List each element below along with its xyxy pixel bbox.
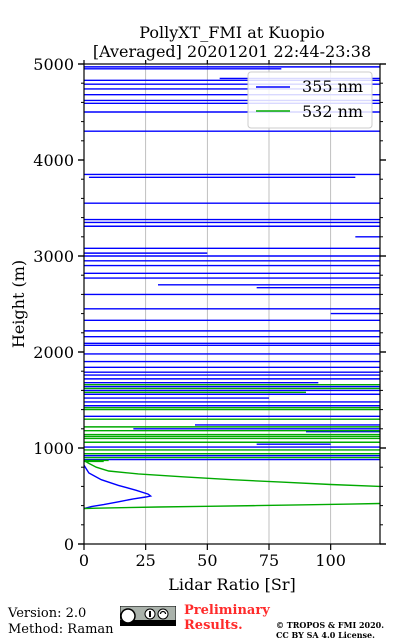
- x-tick-label-25: 25: [135, 551, 155, 570]
- legend-label-355: 355 nm: [302, 77, 363, 96]
- lidar-ratio-chart: PollyXT_FMI at Kuopio [Averaged] 2020120…: [9, 23, 386, 594]
- preliminary-line1: Preliminary: [184, 603, 270, 618]
- preliminary-line2: Results.: [184, 618, 243, 633]
- method-text: Method: Raman: [8, 622, 114, 637]
- copyright-note: © TROPOS & FMI 2020. CC BY SA 4.0 Licens…: [276, 620, 384, 640]
- y-tick-label-0: 0: [64, 535, 74, 554]
- series-s355-curve-0: [83, 464, 153, 510]
- y-tick-label-3000: 3000: [33, 247, 74, 266]
- legend: 355 nm 532 nm: [247, 71, 373, 129]
- y-axis-label: Height (m): [9, 260, 28, 348]
- version-text: Version: 2.0: [8, 606, 87, 621]
- series-s532-curve-0: [83, 502, 381, 510]
- cc-by-sa-badge-icon: [120, 606, 176, 626]
- y-tick-label-5000: 5000: [33, 55, 74, 74]
- preliminary-results-note: Preliminary Results.: [184, 603, 270, 633]
- chart-title-line1: PollyXT_FMI at Kuopio: [139, 23, 325, 42]
- copyright-line2: CC BY SA 4.0 License.: [276, 630, 375, 640]
- y-tick-label-2000: 2000: [33, 343, 74, 362]
- x-axis-label: Lidar Ratio [Sr]: [168, 575, 296, 594]
- y-tick-label-1000: 1000: [33, 439, 74, 458]
- x-tick-label-75: 75: [259, 551, 279, 570]
- x-tick-label-0: 0: [79, 551, 89, 570]
- x-tick-label-50: 50: [197, 551, 217, 570]
- copyright-line1: © TROPOS & FMI 2020.: [276, 620, 385, 630]
- legend-label-532: 532 nm: [302, 102, 363, 121]
- x-tick-label-100: 100: [315, 551, 346, 570]
- plot-frame: [83, 63, 381, 545]
- y-tick-label-4000: 4000: [33, 151, 74, 170]
- chart-title-line2: [Averaged] 20201201 22:44-23:38: [93, 42, 371, 61]
- legend-box: [247, 71, 373, 129]
- series-s532-curve-1: [83, 459, 381, 488]
